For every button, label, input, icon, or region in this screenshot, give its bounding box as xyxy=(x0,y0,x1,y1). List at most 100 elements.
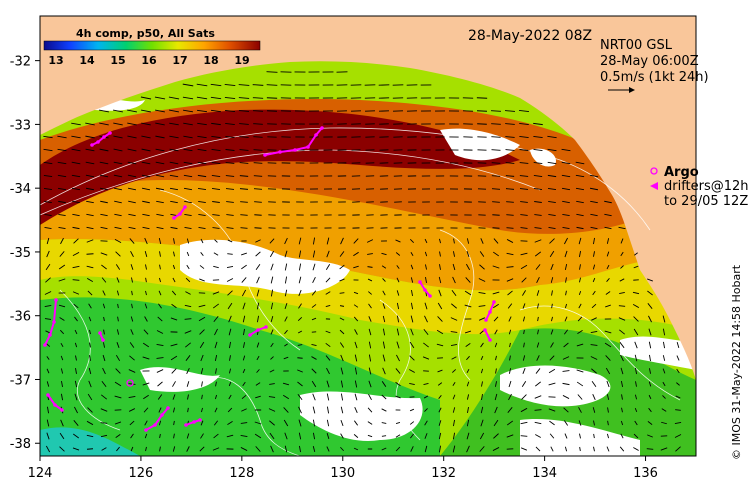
current-vector xyxy=(620,251,624,257)
current-vector xyxy=(270,276,274,284)
current-vector xyxy=(201,407,203,413)
cloud-gap xyxy=(300,391,423,441)
current-vector xyxy=(210,83,222,87)
current-vector xyxy=(660,447,668,451)
drifter-point xyxy=(43,343,47,347)
current-vector xyxy=(172,407,176,413)
current-vector xyxy=(648,368,652,374)
current-vector xyxy=(103,342,105,348)
current-vector xyxy=(145,446,147,452)
current-vector xyxy=(562,213,570,217)
current-vector xyxy=(339,264,345,270)
drifter-point xyxy=(263,153,267,157)
current-vector xyxy=(353,265,359,269)
current-vector xyxy=(144,237,148,245)
y-tick-label: -32 xyxy=(10,55,31,70)
current-vector xyxy=(325,277,331,283)
current-vector xyxy=(548,408,556,412)
current-vector xyxy=(59,317,65,321)
current-vector xyxy=(367,253,373,255)
current-vector xyxy=(255,251,261,257)
current-vector xyxy=(114,238,122,244)
current-vector xyxy=(424,302,428,310)
current-vector xyxy=(633,433,639,439)
colorbar-title: 4h comp, p50, All Sats xyxy=(76,27,215,40)
current-vector xyxy=(102,303,106,309)
current-vector xyxy=(353,434,359,438)
cloud-gap xyxy=(140,367,220,392)
current-vector xyxy=(325,355,331,361)
current-vector xyxy=(269,383,275,385)
current-vector xyxy=(75,368,77,374)
current-vector xyxy=(99,148,109,152)
current-vector xyxy=(71,187,81,191)
current-vector xyxy=(506,278,514,282)
current-vector xyxy=(368,393,372,401)
current-vector xyxy=(184,304,192,308)
current-vector xyxy=(298,406,302,414)
current-vector xyxy=(127,174,137,178)
current-vector xyxy=(156,369,164,373)
current-vector xyxy=(312,419,316,427)
current-vector xyxy=(85,174,95,178)
drifter-track xyxy=(44,299,57,346)
current-vector xyxy=(85,122,95,126)
current-vector xyxy=(144,433,148,439)
current-vector xyxy=(634,341,638,349)
current-vector xyxy=(183,135,193,139)
current-vector xyxy=(240,422,248,424)
current-vector xyxy=(284,276,288,284)
current-vector xyxy=(648,341,652,349)
current-vector xyxy=(634,420,638,426)
land-mass xyxy=(40,16,696,380)
current-vector xyxy=(409,408,415,412)
current-vector xyxy=(74,406,78,414)
current-vector xyxy=(86,277,94,283)
current-vector xyxy=(128,213,136,217)
current-vector xyxy=(114,213,122,217)
current-vector xyxy=(46,368,50,374)
current-vector xyxy=(87,290,93,296)
current-vector xyxy=(410,302,414,310)
current-vector xyxy=(284,263,288,271)
current-vector xyxy=(353,291,359,295)
current-vector xyxy=(576,213,584,217)
current-vector xyxy=(156,343,164,347)
current-vector xyxy=(185,291,191,295)
drifter-marker-icon xyxy=(650,182,658,190)
current-vector xyxy=(227,239,233,243)
current-vector xyxy=(395,239,401,243)
current-vector xyxy=(523,329,525,335)
current-vector xyxy=(182,96,194,100)
current-vector xyxy=(252,97,264,99)
current-vector xyxy=(424,433,428,439)
current-vector xyxy=(212,214,220,216)
current-vector xyxy=(533,175,543,177)
current-vector xyxy=(326,393,330,401)
current-vector xyxy=(171,290,177,296)
current-vector xyxy=(520,264,528,270)
current-vector xyxy=(396,265,400,269)
current-vector xyxy=(533,148,543,152)
current-vector xyxy=(396,328,400,336)
drifter-point xyxy=(423,288,427,292)
current-vector xyxy=(255,263,261,271)
current-vector xyxy=(507,290,513,296)
current-vector xyxy=(213,265,219,269)
current-vector xyxy=(604,200,612,204)
current-vector xyxy=(505,162,515,164)
drifter-point xyxy=(90,143,94,147)
current-vector xyxy=(451,356,457,360)
current-vector xyxy=(298,289,302,297)
current-vector xyxy=(45,277,51,283)
current-vector xyxy=(635,367,637,375)
current-vector xyxy=(354,354,358,362)
current-vector xyxy=(224,109,236,113)
current-vector xyxy=(423,383,429,385)
current-vector xyxy=(592,264,596,270)
current-vector xyxy=(46,381,50,387)
drifter-track xyxy=(91,132,111,146)
current-vector xyxy=(647,420,653,426)
current-vector xyxy=(283,356,289,360)
current-vector xyxy=(256,355,260,361)
